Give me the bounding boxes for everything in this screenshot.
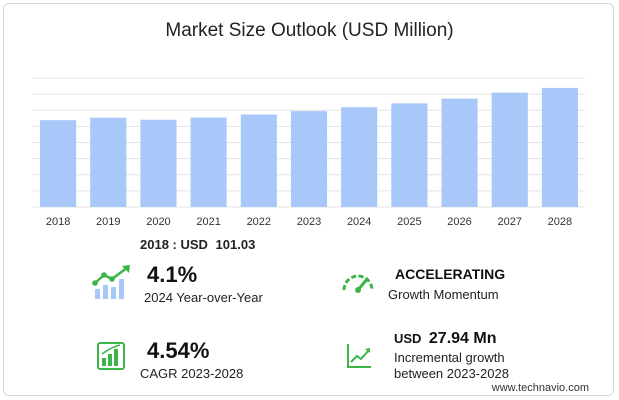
x-tick-label-2023: 2023: [297, 216, 321, 228]
bar-2028: [541, 87, 578, 207]
speedometer-icon: [342, 274, 374, 293]
bar-chart: 2018 2019 2020 2021 2022 2023 2024 2025 2026 2027…: [33, 77, 585, 228]
incremental-value: USD 27.94 Mn: [394, 330, 497, 348]
x-axis-labels: 2018 2019 2020 2021 2022 2023 2024 2025 2026 2027…: [46, 216, 572, 228]
cagr-label: CAGR 2023-2028: [140, 366, 244, 381]
bar-2021: [190, 117, 227, 207]
incremental-prefix: USD: [394, 331, 422, 346]
bar-2019: [90, 117, 127, 207]
x-tick-label-2025: 2025: [397, 216, 421, 228]
base-year-number: 101.03: [215, 237, 256, 252]
bar-chart-growth-icon: [97, 342, 125, 370]
x-tick-label-2024: 2024: [347, 216, 371, 228]
incremental-label-line-2: between 2023-2028: [394, 366, 509, 381]
x-tick-label-2018: 2018: [46, 216, 70, 228]
line-chart-up-icon: [347, 344, 371, 368]
chart-title: Market Size Outlook (USD Million): [165, 20, 454, 41]
x-tick-label-2019: 2019: [96, 216, 120, 228]
x-tick-label-2028: 2028: [548, 216, 572, 228]
cagr-value: 4.54%: [147, 338, 210, 363]
incremental-label-line-1: Incremental growth: [394, 350, 505, 365]
x-tick-label-2022: 2022: [247, 216, 271, 228]
bar-2026: [441, 98, 478, 207]
base-year-label: 2018 : USD: [140, 237, 208, 252]
bar-2022: [240, 114, 277, 207]
momentum-value: ACCELERATING: [395, 266, 506, 282]
bars: [40, 87, 578, 207]
yoy-label: 2024 Year-over-Year: [144, 290, 263, 305]
bar-2024: [341, 107, 378, 207]
bar-2020: [140, 119, 177, 207]
footer-source: www.technavio.com: [491, 382, 589, 394]
bar-2018: [40, 120, 77, 207]
x-tick-label-2020: 2020: [146, 216, 170, 228]
bar-chart-trend-icon: [92, 265, 130, 299]
x-tick-label-2021: 2021: [196, 216, 220, 228]
bar-2023: [290, 111, 328, 207]
momentum-label: Growth Momentum: [388, 287, 499, 302]
card-frame: [3, 3, 614, 396]
bar-2027: [491, 92, 528, 207]
x-tick-label-2027: 2027: [497, 216, 521, 228]
yoy-value: 4.1%: [147, 262, 198, 287]
base-year-value: 2018 : USD 101.03: [140, 237, 255, 252]
bar-2025: [391, 103, 428, 207]
incremental-number: 27.94 Mn: [428, 330, 497, 347]
x-tick-label-2026: 2026: [447, 216, 471, 228]
